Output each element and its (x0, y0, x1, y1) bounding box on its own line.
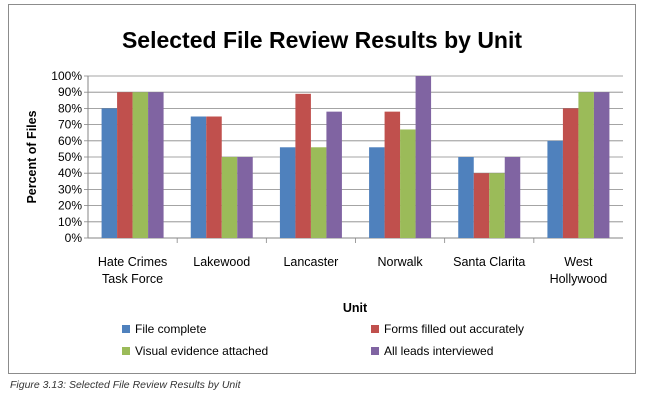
bar-file-complete-3 (369, 147, 385, 238)
bar-all-leads-interviewed-1 (237, 157, 253, 238)
bar-file-complete-5 (547, 140, 563, 238)
legend-swatch (122, 325, 130, 333)
bar-all-leads-interviewed-5 (593, 92, 610, 238)
bar-forms-filled-out-accurately-4 (473, 173, 490, 238)
x-category-label: Norwalk (378, 255, 424, 269)
x-axis-title: Unit (343, 301, 368, 315)
legend-swatch (371, 325, 379, 333)
x-category-label: West (564, 255, 593, 269)
bar-visual-evidence-attached-3 (400, 129, 416, 238)
x-category-label: Lakewood (193, 255, 250, 269)
y-axis-title: Percent of Files (25, 110, 39, 203)
bar-visual-evidence-attached-1 (221, 157, 238, 238)
y-tick-label: 80% (58, 101, 82, 115)
bar-visual-evidence-attached-5 (578, 92, 594, 238)
bar-forms-filled-out-accurately-3 (384, 111, 401, 238)
y-tick-label: 60% (58, 134, 82, 148)
bar-all-leads-interviewed-0 (148, 92, 164, 238)
x-category-label: Santa Clarita (453, 255, 525, 269)
y-tick-label: 50% (58, 150, 82, 164)
x-category-label: Hate Crimes (98, 255, 167, 269)
bar-file-complete-1 (190, 116, 207, 238)
legend-swatch (371, 347, 379, 355)
bar-forms-filled-out-accurately-0 (117, 92, 133, 238)
bar-visual-evidence-attached-0 (132, 92, 149, 238)
bar-all-leads-interviewed-3 (415, 76, 432, 238)
bar-file-complete-4 (458, 157, 474, 238)
x-category-label: Task Force (102, 272, 163, 286)
legend-label: All leads interviewed (384, 344, 493, 358)
figure-caption: Figure 3.13: Selected File Review Result… (10, 379, 241, 391)
bar-all-leads-interviewed-4 (504, 157, 521, 238)
bar-forms-filled-out-accurately-1 (206, 116, 222, 238)
y-tick-label: 90% (58, 85, 82, 99)
legend-swatch (122, 347, 130, 355)
y-tick-label: 30% (58, 182, 82, 196)
bar-chart: Selected File Review Results by Unit 0% 10… (25, 27, 623, 358)
bar-forms-filled-out-accurately-2 (295, 93, 311, 238)
bar-forms-filled-out-accurately-5 (562, 108, 579, 239)
bar-file-complete-2 (279, 147, 296, 238)
legend-label: Visual evidence attached (135, 344, 268, 358)
chart-frame: Selected File Review Results by Unit 0% 10… (8, 4, 636, 374)
legend-label: Forms filled out accurately (384, 322, 524, 336)
bar-file-complete-0 (101, 108, 118, 239)
x-category-label: Hollywood (550, 272, 608, 286)
chart-title: Selected File Review Results by Unit (122, 27, 522, 53)
y-tick-label: 20% (58, 199, 82, 213)
bar-visual-evidence-attached-4 (489, 173, 505, 238)
y-tick-label: 10% (58, 215, 82, 229)
bar-visual-evidence-attached-2 (310, 147, 327, 238)
legend-label: File complete (135, 322, 207, 336)
y-tick-label: 70% (58, 118, 82, 132)
y-tick-label: 40% (58, 166, 82, 180)
y-tick-label: 0% (65, 231, 83, 245)
bar-all-leads-interviewed-2 (326, 111, 342, 238)
y-tick-label: 100% (51, 69, 82, 83)
x-category-label: Lancaster (283, 255, 338, 269)
